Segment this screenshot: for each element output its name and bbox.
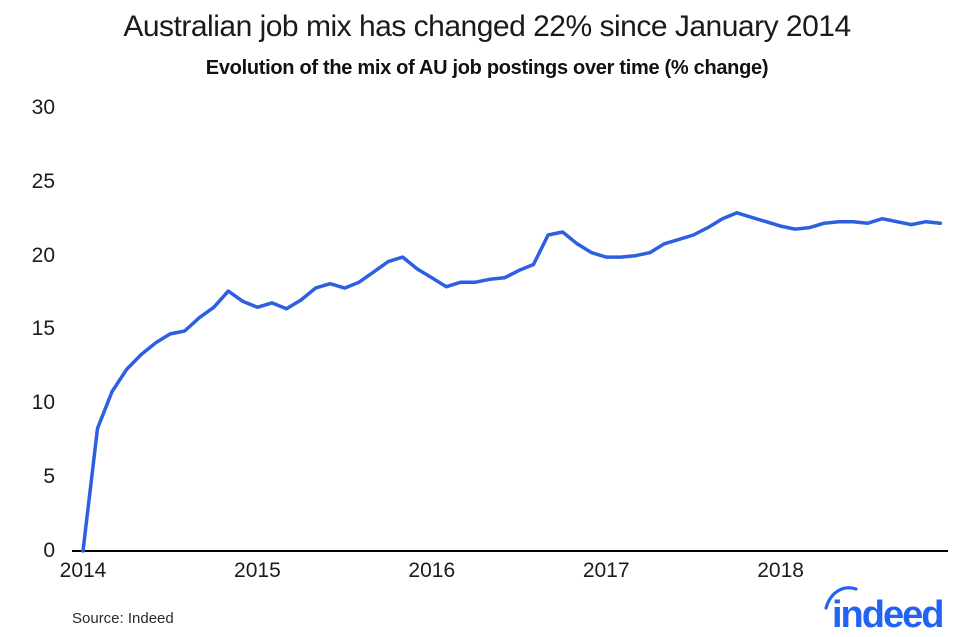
y-axis-tick-label: 15 bbox=[31, 317, 55, 341]
y-axis-tick-label: 10 bbox=[31, 391, 55, 415]
series-line bbox=[81, 211, 943, 553]
y-axis-tick-label: 5 bbox=[43, 465, 55, 489]
source-note: Source: Indeed bbox=[72, 610, 174, 627]
chart-title: Australian job mix has changed 22% since… bbox=[123, 10, 851, 43]
y-axis-tick-label: 20 bbox=[31, 243, 55, 267]
indeed-logo-text: indeed bbox=[832, 594, 942, 636]
x-axis-tick-label: 2018 bbox=[757, 559, 804, 582]
x-axis-tick-label: 2015 bbox=[234, 559, 281, 582]
indeed-logo: indeed bbox=[824, 586, 944, 636]
x-axis-tick-label: 2014 bbox=[59, 559, 107, 582]
y-axis-tick-label: 0 bbox=[43, 539, 55, 562]
x-axis-tick-label: 2016 bbox=[408, 559, 456, 582]
y-axis-tick-label: 25 bbox=[31, 169, 55, 193]
indeed-logo-arc-icon bbox=[824, 586, 858, 610]
x-axis-tick-label: 2017 bbox=[582, 559, 630, 582]
y-axis-tick-label: 30 bbox=[31, 95, 55, 119]
chart-subtitle: Evolution of the mix of AU job postings … bbox=[205, 57, 769, 79]
